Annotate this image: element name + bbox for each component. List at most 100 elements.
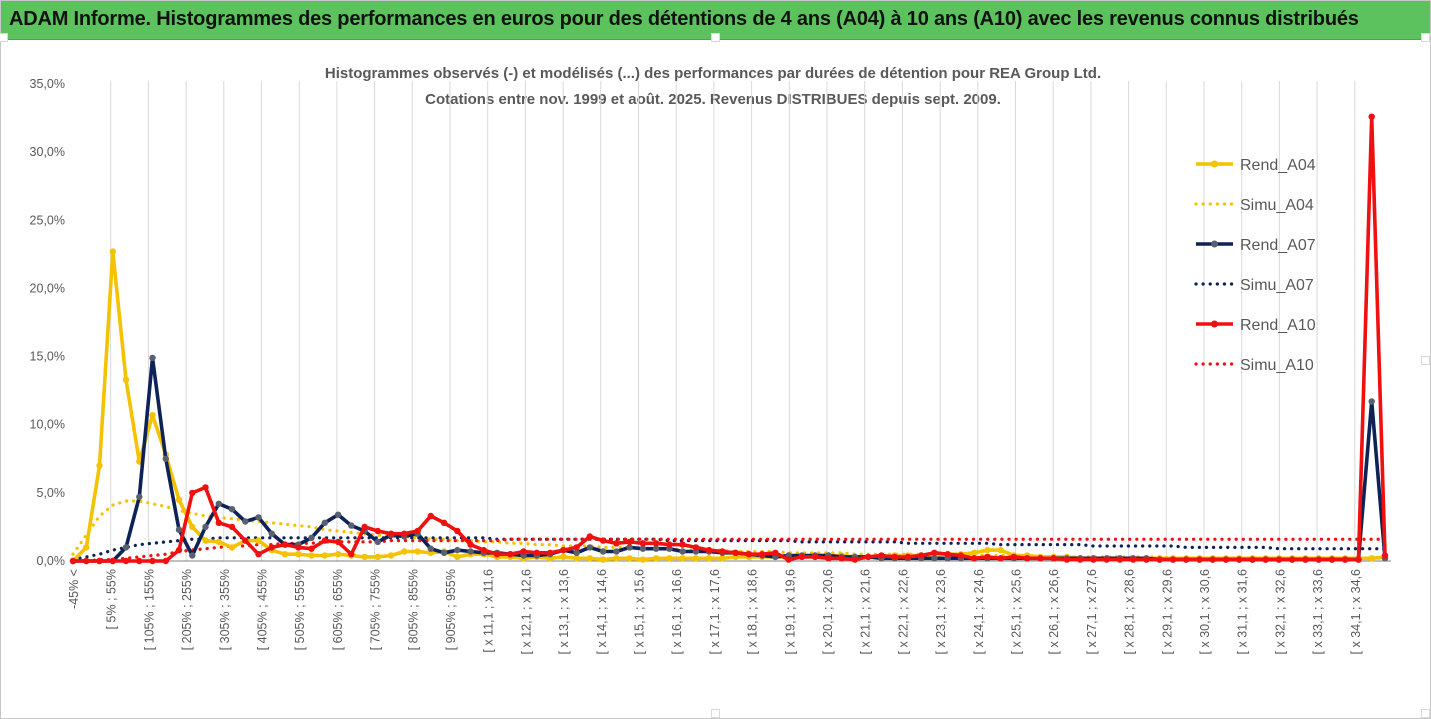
legend-marker (1211, 160, 1218, 168)
resize-handle-top-mid[interactable] (711, 33, 720, 42)
data-point (374, 527, 381, 535)
data-point (599, 548, 607, 555)
data-point (1289, 556, 1296, 563)
data-point (666, 541, 673, 548)
data-point (440, 549, 448, 556)
data-point (255, 551, 262, 558)
data-point (573, 549, 580, 556)
x-tick-label: [ 905% ; 955% (444, 569, 458, 650)
x-tick-label: [ x 27,1 ; x 27,6 (1085, 569, 1099, 655)
data-point (1103, 556, 1110, 563)
data-point (931, 555, 938, 562)
data-point (414, 527, 421, 535)
data-point (268, 544, 275, 551)
data-point (1196, 556, 1203, 563)
x-tick-label: [ 505% ; 555% (293, 569, 307, 650)
data-point (136, 557, 143, 565)
data-point (162, 557, 169, 565)
x-tick-label: [ x 22,1 ; x 22,6 (896, 569, 910, 655)
data-point (374, 538, 381, 546)
data-point (401, 530, 408, 537)
x-tick-label: [ 5% ; 55% (105, 569, 119, 629)
resize-handle-bottom-right[interactable] (1421, 709, 1430, 718)
legend: Rend_A04 Simu_A04 Rend_A07 Simu_A07 Rend_A10… (1194, 157, 1316, 374)
data-point (361, 523, 368, 531)
data-point (295, 544, 302, 551)
data-point (626, 538, 633, 546)
x-tick-label: [ x 20,1 ; x 20,6 (821, 569, 835, 655)
data-point (454, 527, 461, 535)
x-tick-label: [ 605% ; 655% (331, 569, 345, 650)
data-point (255, 537, 262, 544)
y-tick-label: 5,0% (37, 486, 66, 500)
y-tick-label: 15,0% (30, 350, 65, 364)
data-point (1381, 552, 1389, 559)
x-tick-label: [ x 25,1 ; x 25,6 (1010, 569, 1024, 655)
x-tick-label: [ x 11,1 ; x 11,6 (482, 569, 496, 653)
data-point (997, 555, 1004, 562)
resize-handle-bottom-mid[interactable] (711, 709, 720, 718)
x-tick-label: [ x 16,1 ; x 16,6 (670, 569, 684, 655)
data-point (454, 553, 461, 561)
data-point (334, 538, 342, 546)
data-point (228, 544, 236, 551)
data-point (189, 552, 196, 559)
series-line-rend-a10 (73, 114, 1387, 563)
data-point (705, 546, 713, 554)
legend-label: Simu_A10 (1240, 357, 1314, 374)
x-tick-label: [ 405% ; 455% (256, 569, 270, 650)
y-tick-label: 0,0% (37, 554, 66, 568)
series-line-rend-a07 (73, 356, 1387, 563)
data-point (984, 546, 991, 554)
data-point (334, 511, 342, 518)
legend-label: Simu_A04 (1240, 197, 1314, 214)
x-tick-label: [ x 23,1 ; x 23,6 (934, 569, 948, 655)
data-point (1275, 556, 1283, 563)
data-point (202, 484, 209, 491)
data-point (586, 555, 593, 562)
data-point (1010, 553, 1018, 561)
x-tick-label: [ x 13,1 ; x 13,6 (557, 569, 571, 655)
x-tick-label: [ x 24,1 ; x 24,6 (972, 569, 986, 655)
data-point (321, 519, 328, 526)
data-point (1368, 398, 1375, 405)
data-point (295, 551, 302, 558)
data-point (149, 354, 156, 362)
resize-handle-top-left[interactable] (0, 33, 8, 42)
data-point (1262, 556, 1269, 563)
data-point (308, 534, 315, 541)
data-point (348, 522, 355, 529)
data-point (798, 553, 806, 561)
legend-marker (1211, 320, 1218, 328)
data-point (705, 555, 713, 562)
data-point (1037, 555, 1044, 562)
resize-handle-top-right[interactable] (1421, 33, 1430, 42)
y-tick-label: 10,0% (30, 418, 65, 432)
data-point (1249, 556, 1256, 563)
data-point (268, 530, 275, 537)
data-point (626, 544, 633, 551)
resize-handle-mid-right[interactable] (1421, 356, 1430, 365)
x-tick-label: [ x 21,1 ; x 21,6 (859, 569, 873, 655)
data-point (361, 553, 368, 561)
data-point (851, 556, 859, 563)
data-point (679, 541, 686, 548)
x-tick-label: [ x 12,1 ; x 12,6 (519, 569, 533, 655)
data-point (1183, 556, 1190, 563)
data-point (918, 552, 925, 559)
data-point (308, 545, 315, 552)
data-point (573, 544, 580, 551)
y-tick-label: 35,0% (30, 77, 65, 91)
data-point (136, 493, 143, 501)
x-tick-label: [ x 28,1 ; x 28,6 (1123, 569, 1137, 655)
data-point (281, 551, 289, 558)
data-point (1090, 556, 1097, 563)
data-point (454, 546, 461, 554)
data-point (626, 555, 633, 562)
data-point (334, 551, 342, 558)
data-point (242, 537, 249, 544)
data-point (520, 548, 527, 555)
data-point (1209, 556, 1216, 563)
data-point (666, 555, 673, 562)
